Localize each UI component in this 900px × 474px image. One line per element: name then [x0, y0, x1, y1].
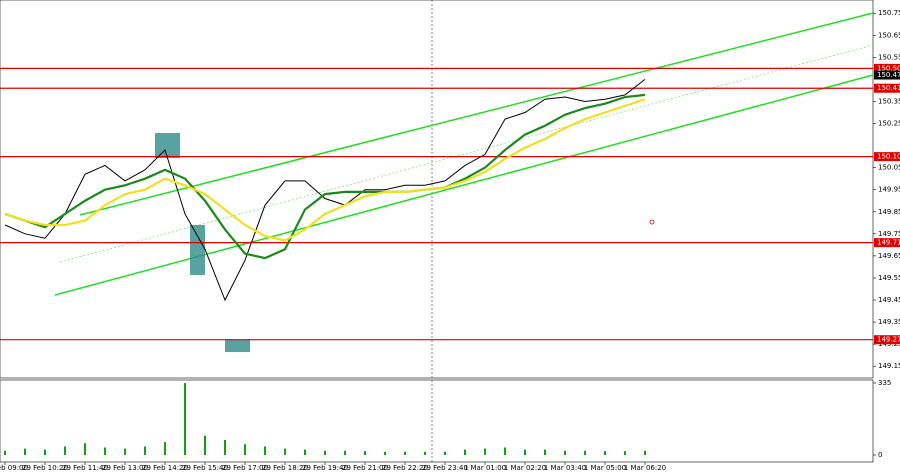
volume-bar	[144, 446, 146, 455]
level-label: 150.50	[877, 64, 900, 72]
level-label: 150.10	[877, 153, 900, 161]
y-tick-label: 149.35	[878, 318, 900, 326]
x-tick-label: 1 Mar 06:20	[624, 464, 666, 472]
x-tick-label: 29 Feb 14:20	[142, 464, 188, 472]
signal-box	[155, 133, 180, 158]
x-tick-label: 29 Feb 23:40	[422, 464, 468, 472]
y-tick-label: 150.05	[878, 164, 900, 172]
volume-bar	[604, 451, 606, 455]
volume-bar	[124, 448, 126, 455]
x-tick-label: 29 Feb 18:20	[262, 464, 308, 472]
y-tick-label: 149.95	[878, 186, 900, 194]
x-tick-label: 29 Feb 13:00	[102, 464, 148, 472]
y-tick-label: 150.35	[878, 97, 900, 105]
volume-bar	[544, 449, 546, 455]
y-tick-label: 149.65	[878, 252, 900, 260]
volume-bar	[524, 449, 526, 455]
level-label: 149.71	[877, 239, 900, 247]
x-tick-label: 29 Feb 10:20	[22, 464, 68, 472]
price-line	[4, 79, 646, 302]
last-price-tag	[874, 70, 900, 80]
volume-bar	[464, 449, 466, 455]
level-label: 149.27	[877, 336, 900, 344]
y-tick-label: 150.55	[878, 53, 900, 61]
v-tick-label: 0	[878, 451, 882, 459]
price-line	[4, 98, 646, 242]
level-tag	[874, 335, 900, 345]
channel-upper	[79, 12, 874, 216]
volume-bar	[444, 451, 446, 455]
volume-bar	[104, 447, 106, 455]
y-tick-label: 150.75	[878, 9, 900, 17]
y-tick-label: 149.75	[878, 230, 900, 238]
x-tick-label: 29 Feb 19:40	[302, 464, 348, 472]
x-tick-label: 29 Feb 11:40	[62, 464, 108, 472]
volume-bar	[404, 451, 406, 455]
volume-bar	[4, 450, 6, 455]
x-tick-label: 29 Feb 09:00	[0, 464, 28, 472]
signal-box	[190, 225, 205, 275]
volume-bar	[64, 446, 66, 455]
volume-bar	[484, 448, 486, 455]
volume-bar	[224, 439, 226, 455]
level-tag	[874, 238, 900, 248]
volume-bar	[504, 447, 506, 455]
x-tick-label: 29 Feb 21:00	[342, 464, 388, 472]
volume-bar	[644, 450, 646, 455]
y-tick-label: 149.15	[878, 362, 900, 370]
level-tag	[874, 152, 900, 162]
volume-bar	[304, 449, 306, 455]
marker	[649, 219, 655, 225]
volume-bar	[564, 450, 566, 455]
volume-bar	[44, 449, 46, 455]
volume-bar	[264, 446, 266, 455]
x-tick-label: 1 Mar 01:00	[464, 464, 506, 472]
volume-bar	[424, 451, 426, 455]
volume-bar	[364, 451, 366, 455]
volume-bar	[164, 442, 166, 455]
level-tag	[874, 83, 900, 93]
x-tick-label: 29 Feb 22:20	[382, 464, 428, 472]
y-tick-label: 149.55	[878, 274, 900, 282]
level-tag	[874, 63, 900, 73]
y-tick-label: 149.45	[878, 296, 900, 304]
volume-pane	[0, 379, 874, 463]
x-tick-label: 29 Feb 17:00	[222, 464, 268, 472]
last-price-label: 150.47	[877, 71, 900, 79]
volume-bar	[384, 451, 386, 455]
v-tick-label: 335	[878, 379, 891, 387]
price-line	[4, 93, 646, 260]
volume-bar	[184, 383, 186, 455]
volume-bar	[24, 448, 26, 455]
y-tick-label: 149.85	[878, 208, 900, 216]
x-tick-label: 1 Mar 02:20	[504, 464, 546, 472]
volume-bar	[584, 450, 586, 455]
volume-bar	[344, 450, 346, 455]
x-tick-label: 1 Mar 03:40	[544, 464, 586, 472]
volume-bar	[624, 451, 626, 455]
volume-bar	[204, 435, 206, 455]
volume-bar	[284, 448, 286, 455]
level-label: 150.41	[877, 84, 900, 92]
signal-box	[225, 340, 250, 352]
y-tick-label: 150.65	[878, 31, 900, 39]
y-tick-label: 150.25	[878, 120, 900, 128]
volume-bar	[244, 444, 246, 455]
volume-bar	[324, 450, 326, 455]
volume-bar	[84, 443, 86, 455]
x-tick-label: 29 Feb 15:40	[182, 464, 228, 472]
x-tick-label: 1 Mar 05:00	[584, 464, 626, 472]
